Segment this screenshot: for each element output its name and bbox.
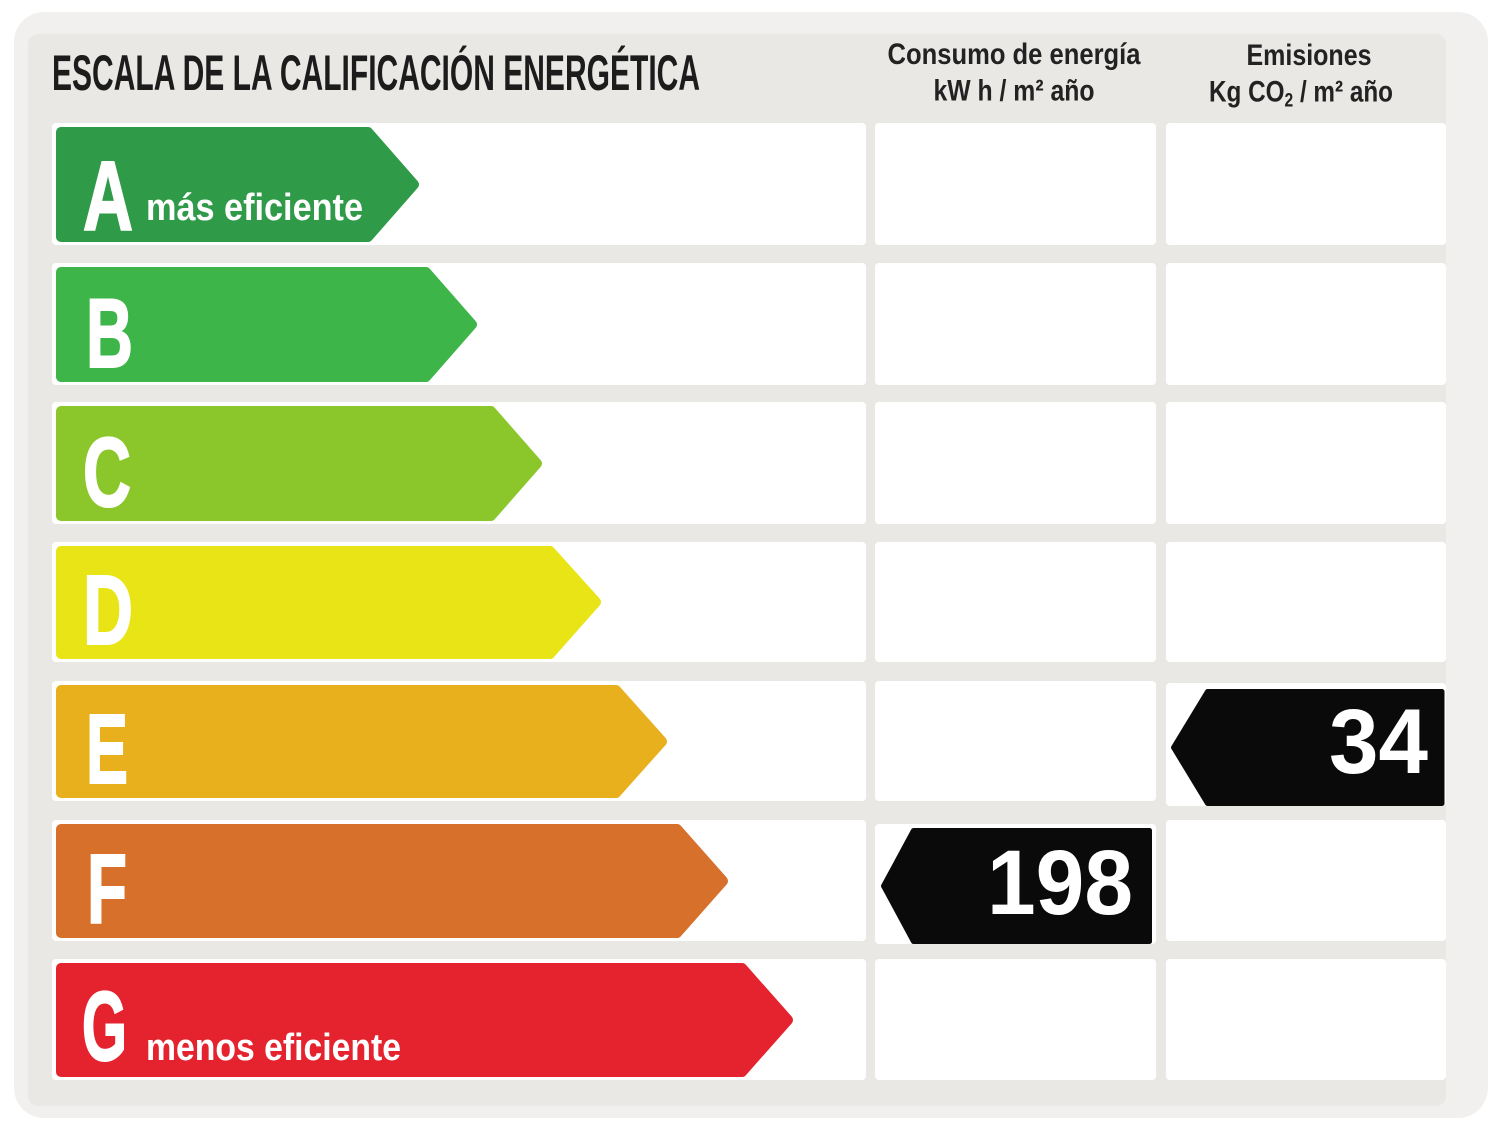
svg-text:ESCALA DE LA CALIFICACIÓN ENER: ESCALA DE LA CALIFICACIÓN ENERGÉTICA — [52, 45, 700, 101]
svg-text:D: D — [83, 555, 133, 665]
svg-text:Emisiones: Emisiones — [1247, 39, 1372, 72]
svg-text:198: 198 — [987, 832, 1133, 934]
svg-text:Consumo de energía: Consumo de energía — [888, 38, 1142, 71]
svg-text:E: E — [86, 694, 128, 804]
svg-text:G: G — [82, 971, 127, 1081]
svg-text:kW h / m² año: kW h / m² año — [934, 75, 1095, 108]
svg-text:C: C — [83, 417, 131, 527]
svg-text:Kg CO2 / m² año: Kg CO2 / m² año — [1209, 76, 1393, 112]
svg-text:menos eficiente: menos eficiente — [146, 1027, 401, 1069]
svg-text:F: F — [87, 834, 127, 944]
svg-text:34: 34 — [1329, 691, 1428, 793]
svg-text:B: B — [86, 278, 133, 388]
svg-text:A: A — [83, 141, 133, 251]
svg-text:más eficiente: más eficiente — [146, 187, 363, 229]
